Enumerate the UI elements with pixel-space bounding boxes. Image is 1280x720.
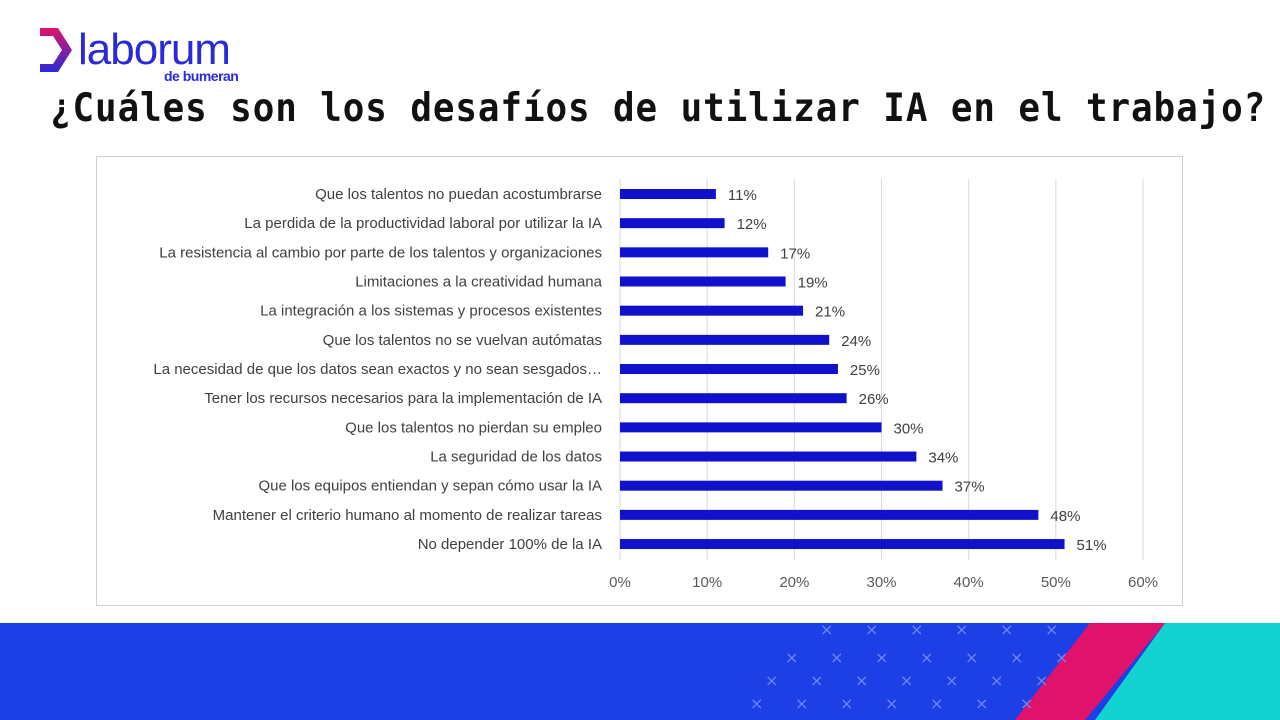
data-label: 21%: [815, 304, 845, 321]
cross-mark: ×: [1000, 623, 1013, 639]
category-label: Que los talentos no se vuelvan autómatas: [323, 332, 602, 349]
chart-frame: [96, 156, 1183, 606]
cross-mark: ×: [910, 623, 923, 639]
bar: [620, 364, 838, 375]
x-tick-label: 50%: [1041, 574, 1071, 591]
cross-mark: ×: [965, 648, 978, 667]
category-label: Que los talentos no puedan acostumbrarse: [315, 186, 602, 203]
brand-sub: de bumeran: [164, 68, 239, 84]
cross-mark: ×: [865, 623, 878, 639]
x-tick-label: 10%: [692, 574, 722, 591]
category-label: La necesidad de que los datos sean exact…: [153, 361, 602, 378]
category-label: No depender 100% de la IA: [418, 536, 602, 553]
bar: [620, 305, 804, 316]
data-label: 24%: [841, 333, 871, 350]
x-tick-label: 40%: [954, 574, 984, 591]
category-label: Tener los recursos necesarios para la im…: [204, 390, 602, 407]
data-label: 12%: [737, 216, 767, 233]
cross-mark: ×: [750, 694, 763, 713]
cross-mark: ×: [900, 671, 913, 690]
cross-mark: ×: [955, 623, 968, 639]
cross-mark: ×: [855, 671, 868, 690]
category-label: Mantener el criterio humano al momento d…: [213, 507, 602, 524]
data-label: 19%: [798, 275, 828, 292]
cross-mark: ×: [975, 694, 988, 713]
x-tick-label: 30%: [866, 574, 896, 591]
brand-name: laborum: [78, 25, 231, 74]
footer-cross-pattern: × × × × × ×× × × × × × ×× × × × × × ×× × × × × × ×: [750, 623, 1068, 713]
data-label: 26%: [859, 391, 889, 408]
bar: [620, 509, 1039, 520]
category-label: La seguridad de los datos: [430, 449, 602, 466]
page-title: ¿Cuáles son los desafíos de utilizar IA …: [50, 86, 1267, 131]
cross-mark: ×: [930, 694, 943, 713]
data-label: 25%: [850, 362, 880, 379]
cross-mark: ×: [840, 694, 853, 713]
cross-mark: ×: [920, 648, 933, 667]
bar: [620, 539, 1065, 550]
bar: [620, 480, 943, 491]
x-tick-label: 0%: [609, 574, 631, 591]
laborum-logo: laborum de bumeran: [36, 24, 266, 88]
cross-mark: ×: [765, 671, 778, 690]
data-label: 48%: [1050, 508, 1080, 525]
footer-band: × × × × × × × × × × × × × × × × × × × × × × × × × × ×: [0, 623, 1280, 720]
bar: [620, 189, 716, 199]
category-label: Limitaciones a la creatividad humana: [355, 274, 602, 291]
cross-mark: ×: [1020, 694, 1033, 713]
cross-mark: ×: [945, 671, 958, 690]
x-tick-label: 20%: [779, 574, 809, 591]
cross-mark: ×: [795, 694, 808, 713]
data-label: 51%: [1077, 537, 1107, 554]
footer-pink-stripe: [1015, 623, 1165, 720]
data-label: 17%: [780, 245, 810, 262]
category-label: La resistencia al cambio por parte de lo…: [159, 244, 602, 261]
cross-mark: ×: [820, 623, 833, 639]
data-label: 11%: [728, 187, 757, 204]
bar: [620, 451, 917, 462]
footer-decoration: × × × × × ×× × × × × × ×× × × × × × ×× × × × × × ×: [750, 623, 1280, 720]
data-label: 37%: [955, 479, 985, 496]
bar: [620, 393, 847, 404]
x-tick-label: 60%: [1128, 574, 1158, 591]
laborum-chevron-icon: [40, 28, 72, 72]
data-label: 34%: [928, 450, 958, 467]
category-label: Que los equipos entiendan y sepan cómo u…: [258, 478, 602, 495]
category-label: Que los talentos no pierdan su empleo: [345, 419, 602, 436]
footer-teal-stripe: [1095, 623, 1280, 720]
cross-mark: ×: [885, 694, 898, 713]
cross-mark: ×: [810, 671, 823, 690]
category-label: La perdida de la productividad laboral p…: [244, 215, 602, 232]
cross-mark: ×: [875, 648, 888, 667]
bar: [620, 247, 769, 258]
category-label: La integración a los sistemas y procesos…: [260, 303, 602, 320]
data-label: 30%: [894, 420, 924, 437]
cross-mark: ×: [1045, 623, 1058, 639]
cross-mark: ×: [1035, 671, 1048, 690]
bar: [620, 334, 830, 345]
cross-mark: ×: [785, 648, 798, 667]
cross-mark: ×: [1010, 648, 1023, 667]
cross-mark: ×: [990, 671, 1003, 690]
bar: [620, 422, 882, 433]
bar: [620, 218, 725, 229]
cross-mark: ×: [1055, 648, 1068, 667]
cross-mark: ×: [830, 648, 843, 667]
bar: [620, 276, 786, 287]
